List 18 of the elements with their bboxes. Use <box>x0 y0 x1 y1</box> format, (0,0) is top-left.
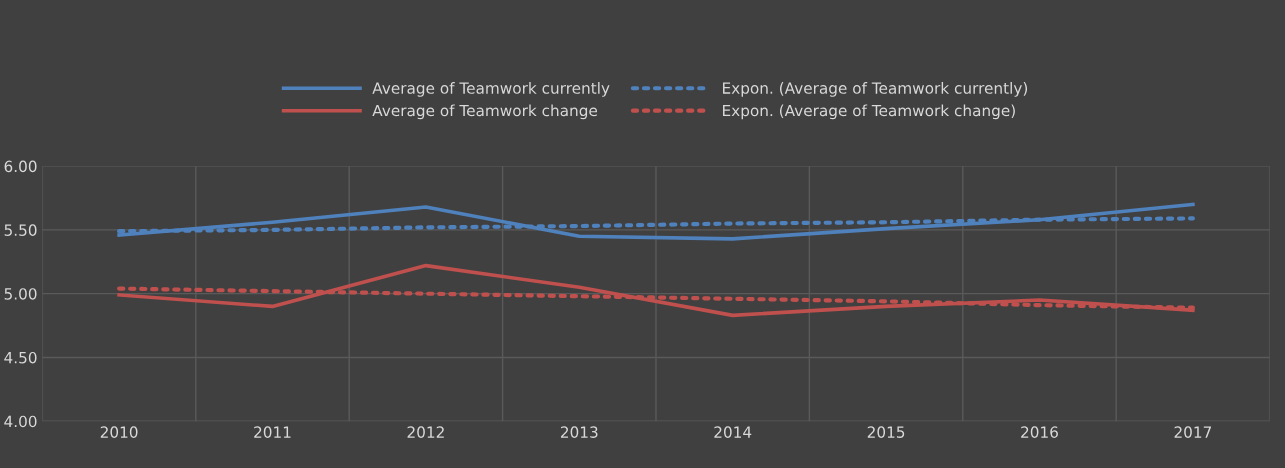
x-tick-label: 2012 <box>407 426 444 438</box>
x-tick-label: 2014 <box>714 426 752 438</box>
y-tick-label: 4.00 <box>4 415 37 428</box>
x-tick-label: 2017 <box>1174 426 1212 438</box>
x-tick-label: 2011 <box>254 426 291 438</box>
y-tick-label: 6.00 <box>4 160 37 173</box>
y-tick-label: 5.00 <box>4 288 37 300</box>
x-tick-label: 2015 <box>867 426 905 438</box>
legend-label: Expon. (Average of Teamwork change) <box>723 104 1015 120</box>
y-tick-label: 5.50 <box>4 224 37 236</box>
legend-label: Average of Teamwork currently <box>372 82 610 97</box>
x-tick-label: 2013 <box>560 426 598 438</box>
line-series <box>117 202 1195 241</box>
x-tick-label: 2010 <box>100 426 138 438</box>
x-tick-label: 2016 <box>1021 426 1058 438</box>
legend-label: Average of Teamwork change <box>372 104 598 120</box>
y-tick-label: 4.50 <box>4 351 37 364</box>
legend-label: Expon. (Average of Teamwork currently) <box>723 82 1028 97</box>
